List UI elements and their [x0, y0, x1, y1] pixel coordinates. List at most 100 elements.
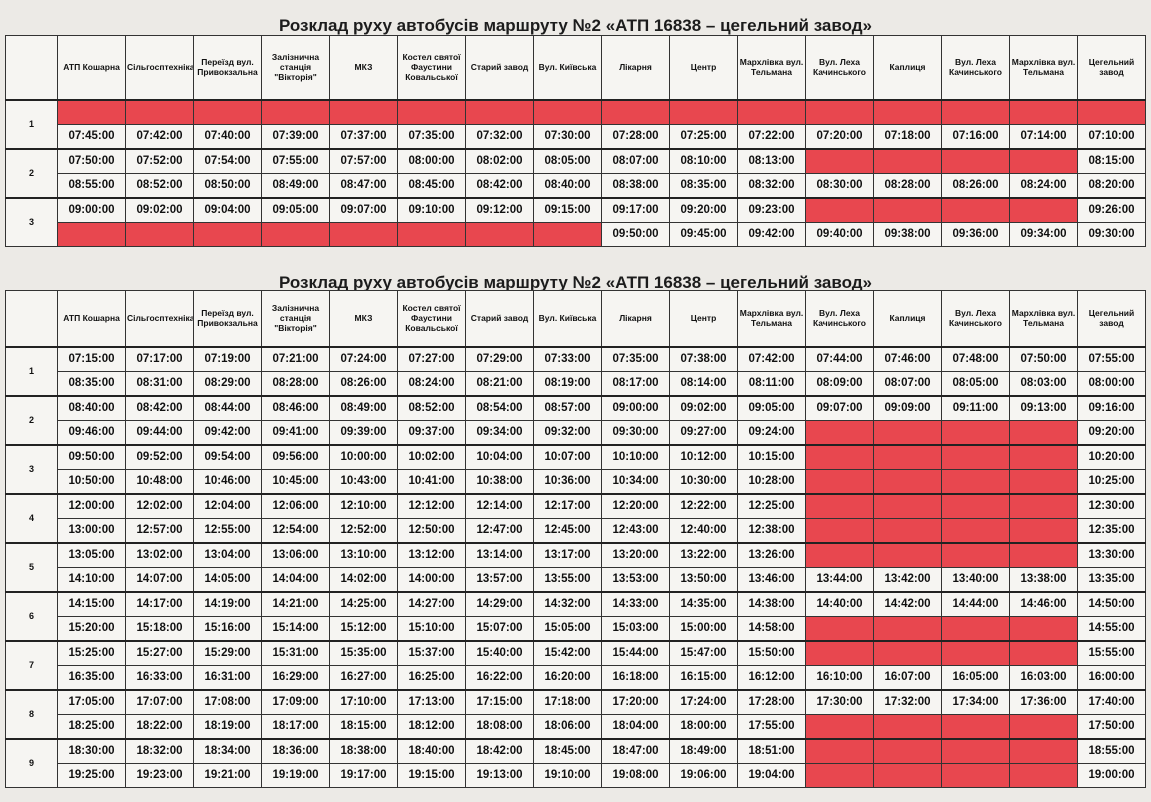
time-cell: 07:50:00 — [57, 147, 126, 174]
time-cell: 13:04:00 — [193, 541, 262, 568]
time-cell: 13:42:00 — [873, 566, 942, 592]
stop-header: Мархлівка вул. Тельмана — [1009, 290, 1078, 347]
time-cell: 19:23:00 — [125, 762, 194, 788]
time-cell: 09:34:00 — [1009, 221, 1078, 247]
time-cell: 18:40:00 — [397, 737, 466, 764]
time-cell: 19:00:00 — [1077, 762, 1146, 788]
time-cell: 09:40:00 — [805, 221, 874, 247]
trip-number: 3 — [5, 196, 58, 247]
stop-header: МКЗ — [329, 290, 398, 347]
stop-header: Сільгосптехніка — [125, 35, 194, 100]
time-cell: 14:42:00 — [873, 590, 942, 617]
time-cell: 09:36:00 — [941, 221, 1010, 247]
stop-header: Вул. Леха Качинського — [805, 35, 874, 100]
time-cell: 19:13:00 — [465, 762, 534, 788]
time-cell: 15:44:00 — [601, 639, 670, 666]
blocked-cell — [873, 517, 942, 543]
blocked-cell — [57, 221, 126, 247]
trip-row: 16:35:00 16:33:00 16:31:00 16:29:00 16:27:00… — [6, 664, 1146, 690]
trip-row: 10:50:00 10:48:00 10:46:00 10:45:00 10:43:00… — [6, 468, 1146, 494]
stop-header: Сільгосптехніка — [125, 290, 194, 347]
time-cell: 08:13:00 — [737, 147, 806, 174]
blocked-cell — [193, 98, 262, 125]
time-cell: 14:25:00 — [329, 590, 398, 617]
time-cell: 09:24:00 — [737, 419, 806, 445]
blocked-cell — [941, 713, 1010, 739]
trip-row: 14:10:00 14:07:00 14:05:00 14:04:00 14:02:00… — [6, 566, 1146, 592]
time-cell: 07:48:00 — [941, 345, 1010, 372]
blocked-cell — [873, 443, 942, 470]
time-cell: 15:37:00 — [397, 639, 466, 666]
time-cell: 08:26:00 — [329, 370, 398, 396]
blocked-cell — [873, 492, 942, 519]
time-cell: 09:45:00 — [669, 221, 738, 247]
time-cell: 18:55:00 — [1077, 737, 1146, 764]
time-cell: 08:05:00 — [941, 370, 1010, 396]
blocked-cell — [941, 517, 1010, 543]
time-cell: 07:24:00 — [329, 345, 398, 372]
time-cell: 10:36:00 — [533, 468, 602, 494]
stop-header: Вул. Київська — [533, 290, 602, 347]
time-cell: 16:35:00 — [57, 664, 126, 690]
time-cell: 07:29:00 — [465, 345, 534, 372]
time-cell: 13:38:00 — [1009, 566, 1078, 592]
time-cell: 09:05:00 — [261, 196, 330, 223]
time-cell: 09:38:00 — [873, 221, 942, 247]
time-cell: 13:22:00 — [669, 541, 738, 568]
time-cell: 15:47:00 — [669, 639, 738, 666]
time-cell: 12:52:00 — [329, 517, 398, 543]
time-cell: 16:18:00 — [601, 664, 670, 690]
time-cell: 12:10:00 — [329, 492, 398, 519]
blocked-cell — [805, 98, 874, 125]
blocked-cell — [125, 221, 194, 247]
time-cell: 08:14:00 — [669, 370, 738, 396]
blocked-cell — [805, 541, 874, 568]
time-cell: 12:25:00 — [737, 492, 806, 519]
time-cell: 09:32:00 — [533, 419, 602, 445]
time-cell: 08:35:00 — [57, 370, 126, 396]
time-cell: 15:18:00 — [125, 615, 194, 641]
time-cell: 17:18:00 — [533, 688, 602, 715]
time-cell: 10:02:00 — [397, 443, 466, 470]
time-cell: 12:35:00 — [1077, 517, 1146, 543]
time-cell: 08:21:00 — [465, 370, 534, 396]
time-cell: 10:38:00 — [465, 468, 534, 494]
time-cell: 18:15:00 — [329, 713, 398, 739]
trip-row: 19:25:00 19:23:00 19:21:00 19:19:00 19:17:00… — [6, 762, 1146, 788]
time-cell: 07:54:00 — [193, 147, 262, 174]
time-cell: 16:33:00 — [125, 664, 194, 690]
stop-header: АТП Кошарна — [57, 290, 126, 347]
time-cell: 16:03:00 — [1009, 664, 1078, 690]
time-cell: 09:41:00 — [261, 419, 330, 445]
blocked-cell — [1009, 615, 1078, 641]
stop-header: МКЗ — [329, 35, 398, 100]
time-cell: 13:40:00 — [941, 566, 1010, 592]
time-cell: 16:31:00 — [193, 664, 262, 690]
time-cell: 09:23:00 — [737, 196, 806, 223]
time-cell: 18:19:00 — [193, 713, 262, 739]
time-cell: 15:31:00 — [261, 639, 330, 666]
time-cell: 08:47:00 — [329, 172, 398, 198]
time-cell: 12:20:00 — [601, 492, 670, 519]
trip-row: 7 15:25:00 15:27:00 15:29:00 15:31:00 15:35:0… — [5, 639, 1146, 690]
blocked-cell — [1009, 762, 1078, 788]
time-cell: 08:44:00 — [193, 394, 262, 421]
time-cell: 16:10:00 — [805, 664, 874, 690]
time-cell: 17:07:00 — [125, 688, 194, 715]
time-cell: 10:28:00 — [737, 468, 806, 494]
time-cell: 07:17:00 — [125, 345, 194, 372]
schedule-table: АТП Кошарна Сільгосптехніка Переїзд вул. П… — [5, 35, 1146, 247]
trip-number: 4 — [5, 492, 58, 543]
time-cell: 08:09:00 — [805, 370, 874, 396]
trip-number: 5 — [5, 541, 58, 592]
blocked-cell — [805, 737, 874, 764]
time-cell: 14:50:00 — [1077, 590, 1146, 617]
time-cell: 08:42:00 — [125, 394, 194, 421]
trip-number: 7 — [5, 639, 58, 690]
time-cell: 14:10:00 — [57, 566, 126, 592]
blocked-cell — [1009, 468, 1078, 494]
blocked-cell — [1009, 517, 1078, 543]
time-cell: 12:47:00 — [465, 517, 534, 543]
time-cell: 08:32:00 — [737, 172, 806, 198]
